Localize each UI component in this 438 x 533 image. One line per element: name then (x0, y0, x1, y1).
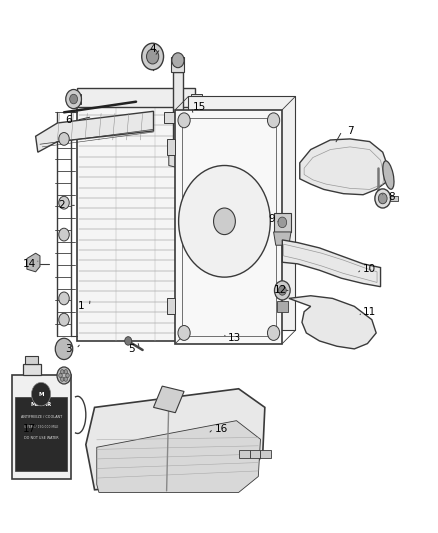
Bar (15, 397, 67, 471)
Polygon shape (153, 386, 184, 413)
Circle shape (66, 373, 69, 377)
Circle shape (268, 326, 280, 341)
Circle shape (179, 165, 270, 277)
Polygon shape (226, 171, 232, 212)
Circle shape (275, 281, 290, 300)
Text: 15: 15 (193, 102, 206, 112)
Circle shape (178, 326, 190, 341)
Text: 12: 12 (273, 286, 287, 295)
Text: 13: 13 (228, 333, 241, 343)
Bar (191, 94, 201, 104)
Circle shape (172, 53, 184, 68)
Bar (389, 196, 398, 201)
Bar (239, 450, 250, 458)
Bar (171, 56, 184, 72)
Polygon shape (191, 221, 214, 256)
Text: 8: 8 (388, 192, 395, 203)
Text: 5: 5 (128, 344, 135, 354)
Polygon shape (183, 212, 217, 220)
Bar (183, 136, 189, 144)
Bar (175, 110, 283, 344)
Text: 2: 2 (59, 200, 65, 211)
Polygon shape (166, 139, 175, 155)
Text: 4: 4 (149, 44, 156, 53)
Circle shape (378, 193, 387, 204)
Circle shape (147, 49, 159, 64)
Circle shape (55, 338, 73, 360)
Bar (173, 72, 183, 158)
Text: 11: 11 (363, 306, 376, 317)
Text: 14: 14 (22, 259, 36, 269)
Bar (71, 94, 81, 104)
Polygon shape (300, 139, 389, 195)
Circle shape (178, 113, 190, 128)
Polygon shape (169, 150, 191, 171)
Polygon shape (224, 234, 253, 262)
Bar (250, 450, 261, 458)
Circle shape (32, 383, 51, 406)
Bar (22, 364, 41, 375)
Circle shape (59, 373, 62, 377)
Polygon shape (289, 296, 376, 349)
Circle shape (375, 189, 391, 208)
Circle shape (57, 367, 71, 384)
Text: MOPAR: MOPAR (31, 402, 52, 407)
Circle shape (59, 228, 69, 241)
Circle shape (64, 377, 67, 381)
Bar (188, 96, 295, 330)
Polygon shape (196, 180, 224, 208)
Circle shape (59, 196, 69, 209)
Polygon shape (277, 301, 288, 312)
Circle shape (64, 370, 67, 374)
Bar (183, 126, 189, 134)
Polygon shape (35, 111, 153, 152)
Circle shape (60, 370, 64, 374)
Circle shape (278, 217, 287, 228)
Polygon shape (86, 389, 265, 490)
Polygon shape (164, 112, 191, 123)
Bar (25, 356, 38, 364)
Text: 16: 16 (215, 424, 228, 434)
Circle shape (59, 292, 69, 305)
Polygon shape (217, 231, 223, 271)
Circle shape (59, 313, 69, 326)
Text: 7: 7 (346, 126, 353, 136)
Text: DO NOT USE WATER: DO NOT USE WATER (24, 435, 58, 440)
Text: 5 YEAR / 150,000 MILE: 5 YEAR / 150,000 MILE (24, 425, 58, 429)
Polygon shape (97, 421, 261, 492)
Polygon shape (274, 213, 291, 232)
Bar (77, 88, 195, 107)
Polygon shape (274, 232, 291, 245)
Ellipse shape (383, 161, 394, 189)
Polygon shape (283, 240, 381, 287)
Text: M: M (39, 392, 44, 397)
Text: 1: 1 (78, 301, 85, 311)
Circle shape (268, 113, 280, 128)
Text: ANTIFREEZE / COOLANT: ANTIFREEZE / COOLANT (21, 415, 62, 419)
Bar (77, 107, 195, 341)
Text: 9: 9 (268, 214, 275, 224)
Polygon shape (166, 298, 175, 314)
Bar (182, 118, 276, 336)
Circle shape (60, 377, 64, 381)
Polygon shape (27, 253, 40, 272)
Circle shape (125, 337, 132, 345)
Text: 10: 10 (363, 264, 376, 274)
Circle shape (142, 43, 163, 70)
Bar (12, 375, 71, 479)
Bar (261, 450, 272, 458)
Circle shape (70, 94, 78, 104)
Circle shape (59, 133, 69, 146)
Polygon shape (235, 187, 258, 221)
Circle shape (214, 208, 235, 235)
Circle shape (279, 286, 286, 295)
Text: 6: 6 (65, 115, 72, 125)
Polygon shape (232, 223, 266, 231)
Circle shape (66, 90, 81, 109)
Text: 3: 3 (65, 344, 72, 354)
Text: 17: 17 (22, 424, 36, 434)
